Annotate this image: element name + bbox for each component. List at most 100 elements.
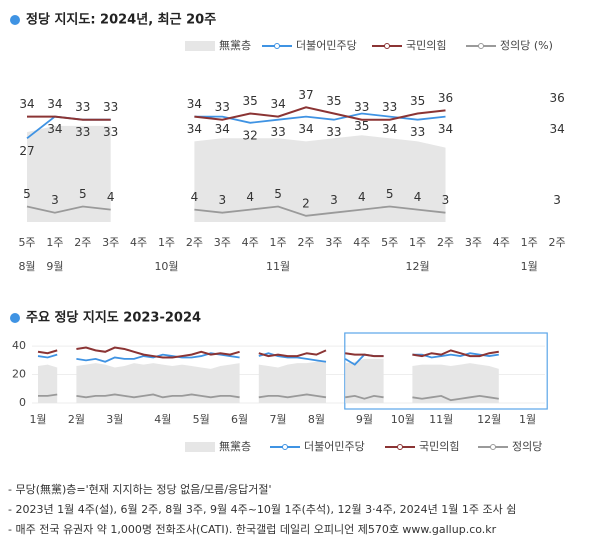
x-tick-label: 5주 [381, 236, 398, 249]
x-tick-label: 2주 [297, 236, 314, 249]
x-tick-label: 3주 [325, 236, 342, 249]
month-label: 2월 [68, 413, 85, 426]
data-label: 3 [553, 193, 561, 207]
data-label: 33 [75, 125, 90, 139]
month-label: 10월 [154, 260, 178, 273]
footnote: - 매주 전국 유권자 약 1,000명 전화조사(CATI). 한국갤럽 데일… [8, 522, 497, 536]
chart-title: 주요 정당 지지도 2023-2024 [26, 310, 201, 326]
month-label: 8월 [308, 413, 325, 426]
highlight-box [344, 332, 548, 410]
x-tick-label: 1주 [409, 236, 426, 249]
data-label: 3 [51, 193, 59, 207]
x-tick-label: 1주 [46, 236, 63, 249]
legend-marker [397, 444, 403, 450]
chart-title: 정당 지지도: 2024년, 최근 20주 [26, 12, 216, 28]
area [27, 125, 558, 222]
data-label: 34 [47, 97, 62, 111]
legend-label: 無黨층 [219, 439, 251, 453]
title-bullet [10, 15, 20, 25]
month-label: 7월 [269, 413, 286, 426]
data-label: 32 [243, 128, 258, 142]
area [38, 358, 538, 403]
x-tick-label: 2주 [74, 236, 91, 249]
legend-label: 더불어민주당 [296, 39, 357, 52]
x-tick-label: 4주 [242, 236, 259, 249]
legend-marker [282, 444, 288, 450]
month-label: 3월 [106, 413, 123, 426]
data-label: 36 [438, 91, 453, 105]
month-label: 1월 [521, 260, 538, 273]
legend-marker [274, 43, 280, 49]
footnote: - 무당(無黨)층='현재 지지하는 정당 없음/모름/응답거절' [8, 482, 272, 496]
month-label: 12월 [477, 413, 501, 426]
month-label: 8월 [18, 260, 35, 273]
legend-label: 정의당 (%) [500, 39, 553, 52]
month-label: 9월 [356, 413, 373, 426]
x-tick-label: 2주 [437, 236, 454, 249]
y-tick-label: 20 [12, 368, 26, 381]
x-tick-label: 4주 [493, 236, 510, 249]
y-tick-label: 40 [12, 339, 26, 352]
data-label: 34 [187, 122, 202, 136]
data-label: 34 [270, 97, 285, 111]
legend-swatch [185, 41, 215, 51]
data-label: 33 [382, 100, 397, 114]
data-label: 34 [382, 122, 397, 136]
data-label: 37 [298, 88, 313, 102]
data-label: 35 [326, 94, 341, 108]
data-label: 33 [103, 100, 118, 114]
footnote: - 2023년 1월 4주(설), 6월 2주, 8월 3주, 9월 4주~10… [8, 503, 516, 516]
month-label: 11월 [266, 260, 290, 273]
data-label: 33 [326, 125, 341, 139]
data-label: 33 [354, 100, 369, 114]
data-label: 34 [549, 122, 564, 136]
data-label: 35 [243, 94, 258, 108]
data-label: 33 [75, 100, 90, 114]
month-label: 1월 [519, 413, 536, 426]
legend-label: 더불어민주당 [304, 440, 365, 453]
month-label: 4월 [154, 413, 171, 426]
data-label: 34 [187, 97, 202, 111]
legend-marker [490, 444, 496, 450]
data-label: 35 [354, 119, 369, 133]
x-tick-label: 4주 [130, 236, 147, 249]
data-label: 2 [302, 196, 310, 210]
data-label: 33 [215, 100, 230, 114]
legend-label: 無黨층 [219, 38, 251, 52]
x-tick-label: 2주 [549, 236, 566, 249]
x-tick-label: 2주 [186, 236, 203, 249]
x-tick-label: 1주 [270, 236, 287, 249]
month-label: 6월 [231, 413, 248, 426]
data-label: 27 [19, 144, 34, 158]
data-label: 36 [549, 91, 564, 105]
data-label: 5 [274, 187, 282, 201]
y-tick-label: 0 [19, 396, 26, 409]
legend-label: 국민의힘 [406, 39, 446, 52]
month-label: 11월 [429, 413, 453, 426]
x-tick-label: 3주 [102, 236, 119, 249]
data-label: 4 [191, 190, 199, 204]
month-label: 10월 [391, 413, 415, 426]
data-label: 4 [358, 190, 366, 204]
data-label: 34 [47, 122, 62, 136]
data-label: 3 [218, 193, 226, 207]
data-label: 5 [79, 187, 87, 201]
data-label: 33 [270, 125, 285, 139]
data-label: 34 [438, 122, 453, 136]
x-tick-label: 3주 [214, 236, 231, 249]
x-tick-label: 5주 [18, 236, 35, 249]
data-label: 34 [19, 97, 34, 111]
legend-label: 정의당 [512, 440, 542, 453]
data-label: 33 [410, 125, 425, 139]
legend-marker [384, 43, 390, 49]
data-label: 3 [330, 193, 338, 207]
x-tick-label: 1주 [521, 236, 538, 249]
data-label: 4 [107, 190, 115, 204]
legend-label: 국민의힘 [419, 440, 459, 453]
month-label: 9월 [46, 260, 63, 273]
data-label: 34 [298, 122, 313, 136]
data-label: 4 [414, 190, 422, 204]
data-label: 34 [215, 122, 230, 136]
x-tick-label: 1주 [158, 236, 175, 249]
